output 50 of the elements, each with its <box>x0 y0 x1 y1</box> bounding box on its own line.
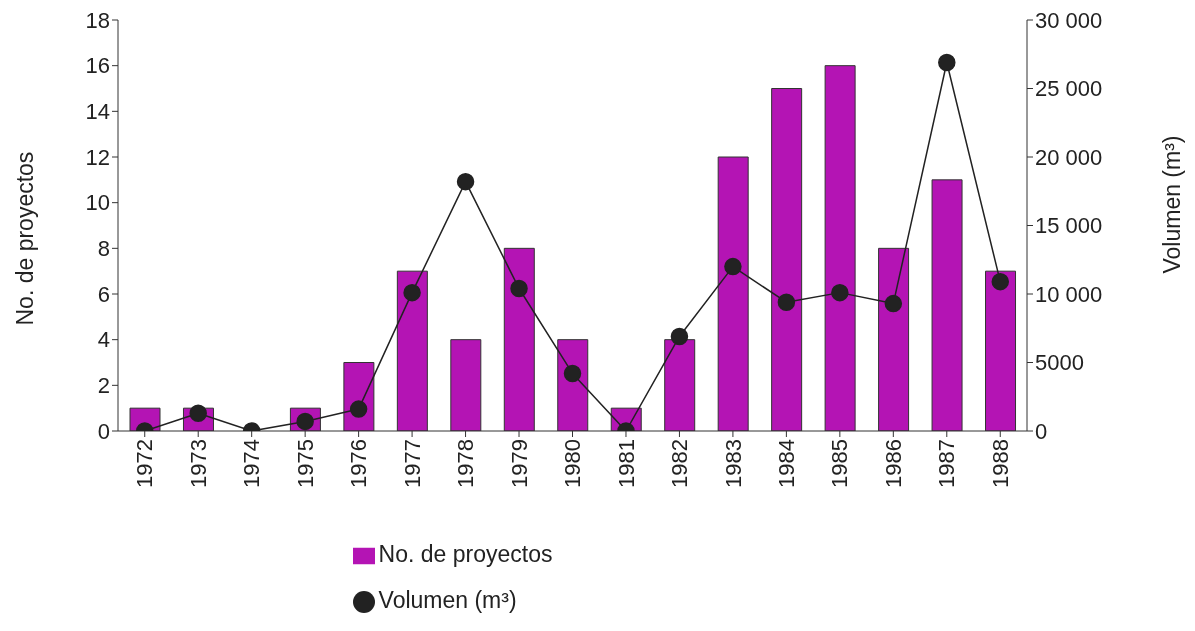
y-tick-label: 8 <box>97 236 110 262</box>
y2-tick-label: 10 000 <box>1035 281 1103 307</box>
point <box>510 279 528 298</box>
x-tick-label: 1985 <box>827 439 853 488</box>
y-axis-title: No. de proyectos <box>12 151 39 326</box>
y-tick-label: 12 <box>85 144 110 170</box>
legend-label: No. de proyectos <box>378 541 553 567</box>
y2-tick-label: 15 000 <box>1035 213 1103 239</box>
y2-axis-title: Volumen (m³) <box>1159 135 1186 274</box>
point <box>991 272 1010 291</box>
x-tick-label: 1972 <box>132 439 158 488</box>
x-tick-label: 1977 <box>399 439 425 488</box>
point <box>777 293 796 311</box>
y-tick-label: 18 <box>85 7 110 33</box>
point <box>938 53 956 72</box>
y2-tick-label: 30 000 <box>1035 7 1103 33</box>
point <box>563 364 582 383</box>
y-tick-label: 2 <box>97 373 110 399</box>
x-tick-label: 1979 <box>506 439 532 488</box>
x-tick-label: 1973 <box>185 439 211 488</box>
legend-label: Volumen (m³) <box>378 587 517 613</box>
x-tick-label: 1988 <box>987 439 1013 488</box>
x-tick-label: 1982 <box>667 439 693 488</box>
y-tick-label: 6 <box>97 281 110 307</box>
x-tick-label: 1983 <box>720 439 746 488</box>
y2-tick-label: 25 000 <box>1035 76 1103 102</box>
point <box>670 327 689 346</box>
y2-tick-label: 5000 <box>1035 350 1084 376</box>
point <box>456 172 475 191</box>
point <box>831 283 849 302</box>
point <box>724 257 742 276</box>
point <box>884 294 903 313</box>
y-tick-label: 0 <box>97 418 110 444</box>
y-tick-label: 14 <box>85 99 110 125</box>
y-tick-label: 16 <box>85 53 110 79</box>
x-tick-label: 1980 <box>560 439 586 488</box>
x-tick-label: 1981 <box>613 439 639 488</box>
y-tick-label: 10 <box>85 190 110 216</box>
x-tick-label: 1975 <box>292 439 318 488</box>
x-tick-label: 1976 <box>346 439 372 488</box>
x-tick-label: 1984 <box>774 439 799 488</box>
y2-tick-label: 20 000 <box>1035 144 1103 170</box>
x-tick-label: 1987 <box>934 439 960 488</box>
point <box>349 400 368 418</box>
x-tick-label: 1986 <box>880 439 906 488</box>
y-tick-label: 4 <box>97 327 110 353</box>
x-tick-label: 1974 <box>239 439 265 488</box>
y2-tick-label: 0 <box>1035 418 1048 444</box>
point <box>403 283 421 302</box>
x-tick-label: 1978 <box>453 439 479 488</box>
